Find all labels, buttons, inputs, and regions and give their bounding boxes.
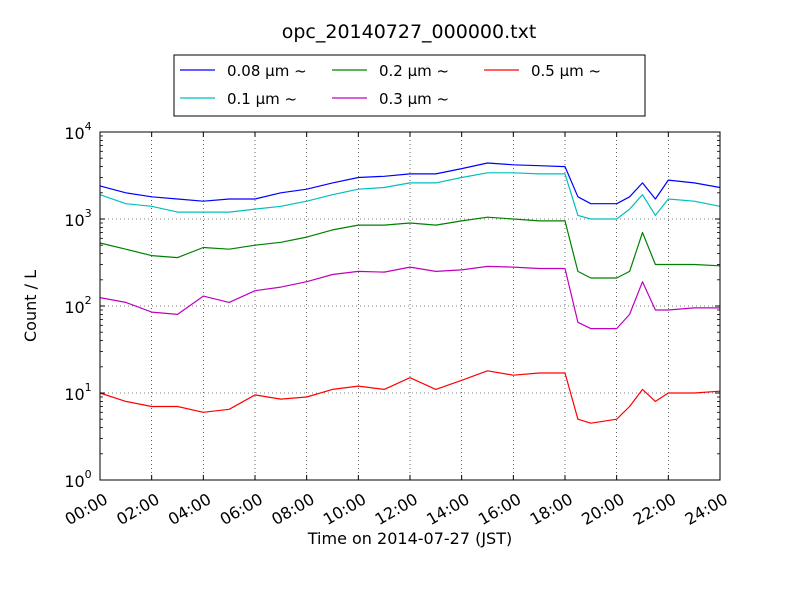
y-tick-base: 10 [64,298,84,317]
legend-label-1: 0.1 μm ~ [227,90,297,108]
chart-title: opc_20140727_000000.txt [282,21,537,43]
series-line-3 [99,265,720,330]
y-tick-exponent: 1 [85,381,92,394]
y-tick-base: 10 [64,124,84,143]
legend-label-2: 0.2 μm ~ [379,62,449,80]
y-tick-label: 101 [64,381,91,404]
series-line-4 [99,370,721,424]
y-tick-exponent: 4 [85,120,92,133]
y-tick-base: 10 [64,211,84,230]
series-line-2 [99,216,721,279]
series-layer [99,162,721,424]
series-line-1 [99,172,721,220]
legend-label-3: 0.3 μm ~ [379,90,449,108]
y-tick-label: 100 [64,468,91,491]
y-tick-base: 10 [64,472,84,491]
series-line-0 [99,162,721,205]
y-tick-exponent: 0 [85,468,92,481]
y-tick-exponent: 3 [85,207,92,220]
y-tick-label: 103 [64,207,91,230]
x-axis-label: Time on 2014-07-27 (JST) [307,529,512,548]
y-tick-label: 102 [64,294,91,317]
legend: 0.08 μm ~ 0.1 μm ~ 0.2 μm ~ 0.3 μm ~ 0.5 μm … [173,54,646,117]
legend-box [173,54,646,117]
legend-label-4: 0.5 μm ~ [531,62,601,80]
axis-ticks [99,131,721,481]
y-tick-exponent: 2 [85,294,92,307]
legend-label-0: 0.08 μm ~ [227,62,307,80]
y-tick-label: 104 [64,120,91,143]
y-tick-base: 10 [64,385,84,404]
y-axis-label: Count / L [21,270,40,342]
plot-area [99,131,721,481]
